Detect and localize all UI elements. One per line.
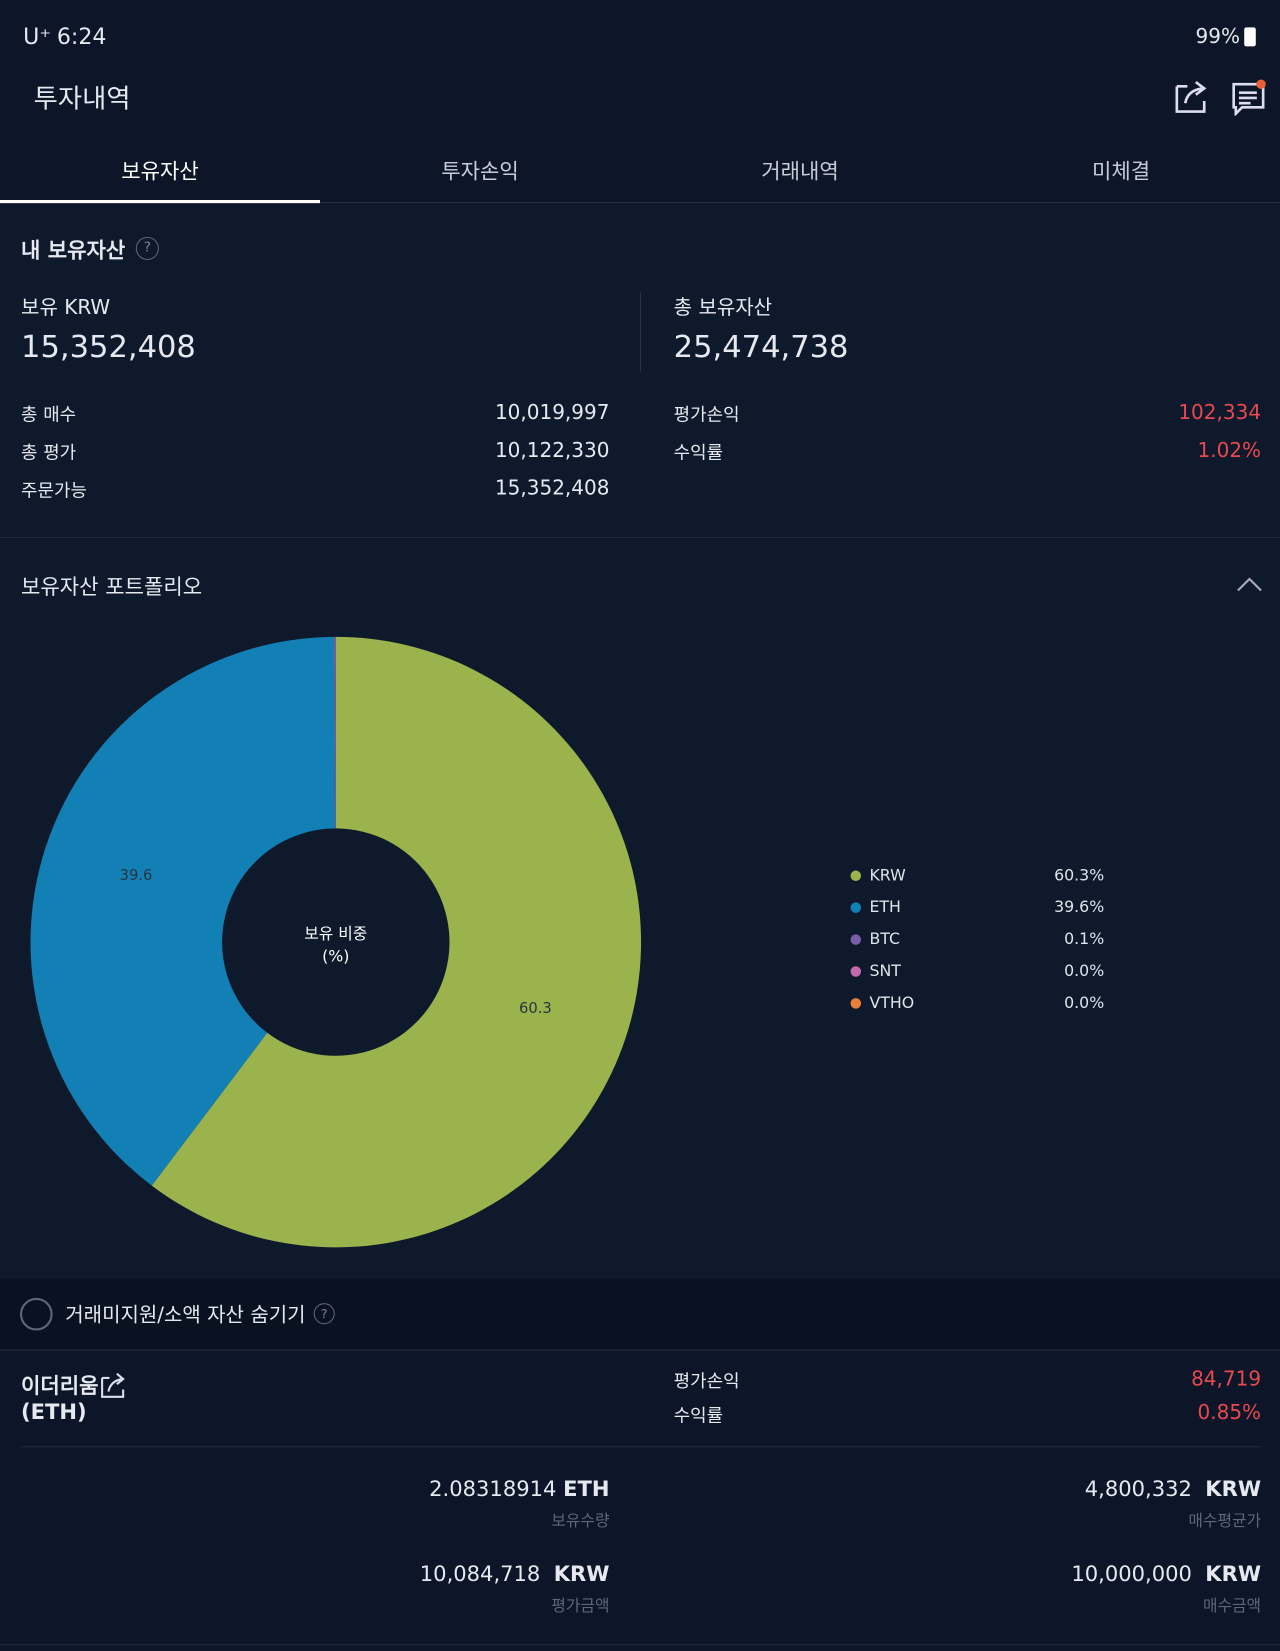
row-label: 주문가능 <box>21 480 87 502</box>
collapse-icon[interactable] <box>1236 575 1263 594</box>
total-value: 25,474,738 <box>673 328 849 365</box>
tab[interactable]: 투자손익 <box>441 158 519 184</box>
section-title: 보유자산 포트폴리오 <box>21 574 203 600</box>
help-icon[interactable]: ? <box>313 1303 335 1325</box>
legend-value: 0.0% <box>1064 961 1104 980</box>
row-value: 15,352,408 <box>494 476 610 500</box>
carrier: U⁺ <box>23 24 52 50</box>
total-label: 총 보유자산 <box>673 296 773 320</box>
cell-value: 4,800,332 KRW <box>1085 1476 1261 1501</box>
legend-value: 39.6% <box>1054 897 1104 916</box>
row-value: 10,122,330 <box>494 438 610 463</box>
toggle-label[interactable]: 거래미지원/소액 자산 숨기기 <box>65 1303 306 1327</box>
unit: KRW <box>553 1561 610 1587</box>
share-icon[interactable] <box>100 1372 127 1399</box>
pnl-value: 84,719 <box>1191 1367 1262 1391</box>
unit: ETH <box>563 1475 610 1502</box>
tab[interactable]: 거래내역 <box>761 158 839 184</box>
value: 4,800,332 <box>1084 1475 1192 1502</box>
pnl-label: 평가손익 <box>673 1371 740 1393</box>
checkbox[interactable] <box>19 1297 53 1331</box>
time: 6:24 <box>56 24 107 50</box>
slice <box>151 636 642 1248</box>
unit: KRW <box>1205 1475 1262 1502</box>
legend-label: VTHO <box>869 993 914 1012</box>
legend-swatch <box>850 870 862 882</box>
legend-label: KRW <box>869 865 906 884</box>
legend-value: 0.1% <box>1064 929 1104 948</box>
value: 10,084,718 <box>419 1561 541 1587</box>
slice-label: 39.6 <box>120 867 153 884</box>
divider <box>21 1446 1262 1448</box>
tab[interactable]: 보유자산 <box>121 158 199 184</box>
krw-label: 보유 KRW <box>21 296 111 320</box>
asset-symbol: (ETH) <box>21 1398 87 1425</box>
slice-label: 60.3 <box>519 1000 552 1017</box>
toggle-row <box>0 1278 1280 1350</box>
divider <box>0 1644 1280 1646</box>
cell-label: 매수평균가 <box>1188 1511 1262 1530</box>
tab-indicator <box>0 199 320 204</box>
legend-label: SNT <box>869 961 901 980</box>
slice <box>30 636 336 1186</box>
legend-swatch <box>850 966 862 977</box>
tab-divider <box>0 202 1280 204</box>
legend-swatch <box>850 934 862 945</box>
cell-label: 보유수량 <box>551 1511 610 1530</box>
value: 10,000,000 <box>1071 1561 1192 1587</box>
legend-swatch <box>850 998 862 1009</box>
page-title: 투자내역 <box>33 83 131 114</box>
row-value: 102,334 <box>1178 401 1262 425</box>
center-label: 보유 비중 <box>304 924 367 943</box>
cell-value: 10,000,000 KRW <box>1071 1561 1261 1586</box>
unit: KRW <box>1205 1561 1262 1587</box>
battery: 99% <box>1195 25 1240 49</box>
divider <box>639 292 642 372</box>
cell-value: 2.08318914 ETH <box>429 1476 609 1501</box>
krw-value: 15,352,408 <box>21 328 196 365</box>
row-value: 1.02% <box>1197 438 1262 463</box>
cell-value: 10,084,718 KRW <box>420 1561 610 1586</box>
cell-label: 매수금액 <box>1202 1596 1262 1616</box>
row-label: 평가손익 <box>673 404 740 426</box>
rate-label: 수익률 <box>673 1405 724 1427</box>
rate-value: 0.85% <box>1197 1401 1262 1425</box>
legend-swatch <box>850 902 862 913</box>
header-icons[interactable] <box>1173 78 1268 116</box>
divider <box>0 1349 1280 1351</box>
row-label: 총 평가 <box>21 442 77 464</box>
row-value: 10,019,997 <box>494 401 610 425</box>
donut-chart: 보유 비중 (%) 60.3 39.6 KRW 60.3% ETH 39.6% BTC 0.1… <box>30 636 1104 1248</box>
legend-value: 0.0% <box>1064 993 1104 1012</box>
row-label: 총 매수 <box>21 404 77 426</box>
section-title: 내 보유자산 <box>21 237 126 263</box>
asset-name: 이더리움 <box>21 1373 99 1399</box>
row-label: 수익률 <box>673 442 724 464</box>
tab[interactable]: 미체결 <box>1091 158 1151 184</box>
slice <box>333 636 336 829</box>
divider <box>0 536 1280 538</box>
battery-icon <box>1244 27 1256 47</box>
help-icon[interactable]: ? <box>135 236 159 260</box>
legend-label: ETH <box>869 897 900 916</box>
value: 2.08318914 <box>429 1475 557 1502</box>
legend-value: 60.3% <box>1054 865 1104 884</box>
cell-label: 평가금액 <box>551 1596 610 1616</box>
legend-label: BTC <box>869 929 900 948</box>
center-unit: (%) <box>322 946 349 965</box>
